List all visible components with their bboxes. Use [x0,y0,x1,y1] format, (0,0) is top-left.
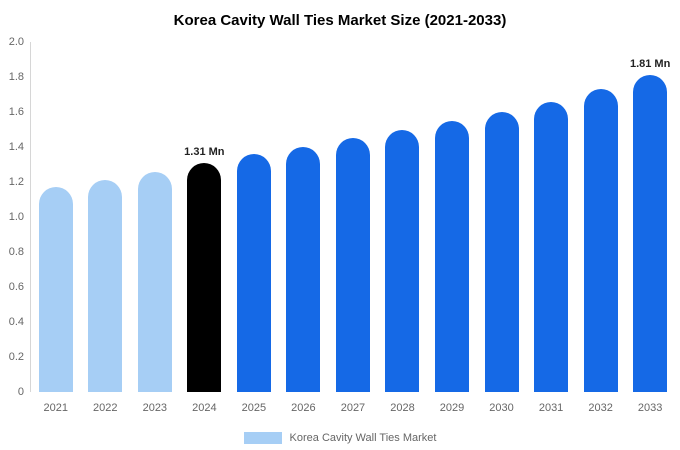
x-axis-label: 2027 [340,402,366,414]
y-tick-label: 1.8 [8,71,24,83]
bar-column-2027: 2027 [328,42,378,414]
bar-column-2024: 1.31 Mn 2024 [180,42,230,414]
y-tick-label: 1.4 [8,141,24,153]
x-axis-label: 2021 [43,402,68,414]
x-axis-label: 2025 [241,402,267,414]
bar-2023 [137,171,172,392]
y-tick-label: 0.4 [8,316,24,328]
x-axis-label: 2024 [192,402,217,414]
bar-column-2030: 2030 [477,42,527,414]
x-axis-label: 2026 [291,402,316,414]
x-axis-label: 2033 [637,402,663,414]
bar-column-2029: 2029 [427,42,477,414]
bar-column-2033: 1.81 Mn 2033 [625,42,675,414]
plot-area: 2021 2022 2023 1.31 Mn 2024 2025 2026 2027 2028 2… [30,42,675,414]
bar-2028 [385,129,420,392]
bar-column-2031: 2031 [526,42,576,414]
bar-2024 [187,162,222,392]
bar-column-2022: 2022 [81,42,131,414]
x-axis-label: 2022 [93,402,118,414]
y-tick-label: 0.6 [8,281,24,293]
y-tick-label: 1.0 [8,211,24,223]
bar-2029 [435,120,470,392]
legend-swatch [243,432,282,444]
chart-title: Korea Cavity Wall Ties Market Size (2021… [173,12,507,29]
x-axis-label: 2030 [489,402,514,414]
y-tick-label: 0 [17,386,24,398]
bar-2026 [286,147,321,392]
y-tick-label: 0.2 [8,351,24,363]
bar-2030 [484,112,519,392]
bar-value-label: 1.31 Mn [184,145,225,158]
y-tick-label: 2.0 [8,36,24,48]
bar-column-2025: 2025 [229,42,279,414]
y-tick-label: 1.2 [8,176,24,188]
bar-column-2021: 2021 [31,42,81,414]
bar-value-label: 1.81 Mn [629,58,671,71]
bar-column-2028: 2028 [378,42,428,414]
y-axis: 0 0.2 0.4 0.6 0.8 1.0 1.2 1.4 1.6 1.8 2.0 [0,36,26,398]
bar-column-2032: 2032 [576,42,626,414]
x-axis-label: 2029 [439,402,465,414]
bar-2032 [583,89,618,392]
bar-column-2026: 2026 [279,42,329,414]
x-axis-label: 2028 [390,402,415,414]
x-axis-label: 2031 [538,402,564,414]
bar-2033 [633,75,668,392]
x-axis-label: 2023 [142,402,168,414]
y-tick-label: 0.8 [8,246,24,258]
bar-2025 [236,154,271,392]
x-axis-label: 2032 [588,402,613,414]
bar-2031 [534,101,569,392]
y-tick-label: 1.6 [8,106,24,118]
legend: Korea Cavity Wall Ties Market [0,432,680,444]
bar-2022 [88,180,123,392]
legend-label: Korea Cavity Wall Ties Market [289,432,437,444]
bar-2021 [38,187,73,392]
bar-column-2023: 2023 [130,42,180,414]
bar-2027 [335,138,370,392]
